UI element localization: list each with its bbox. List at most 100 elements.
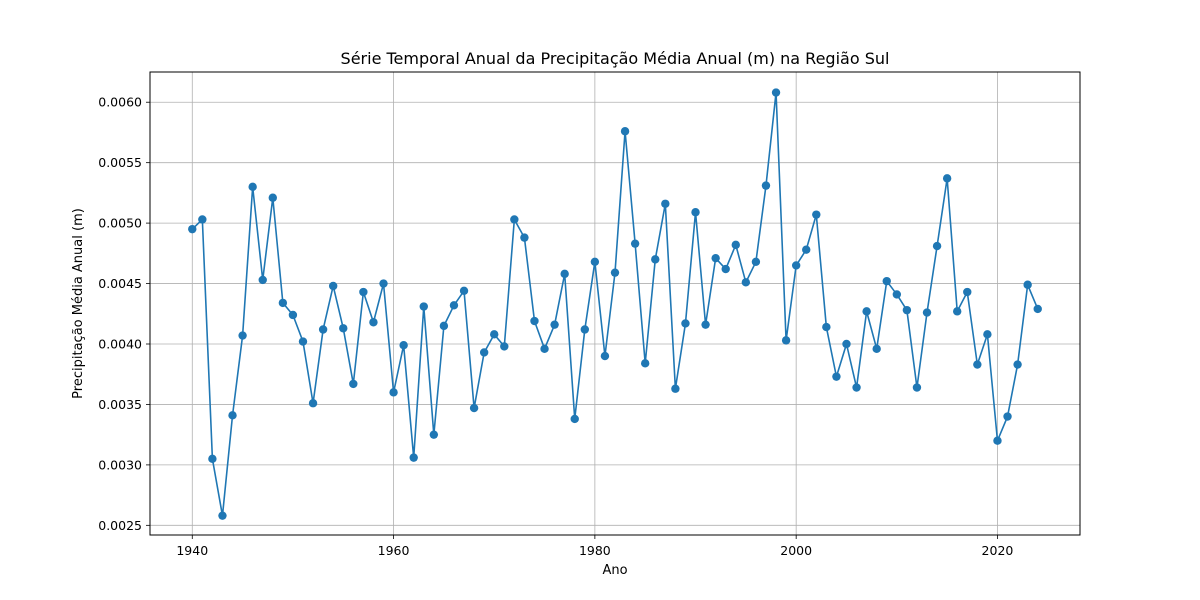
data-point [620, 127, 630, 136]
y-tick-label: 0.0055 [98, 155, 142, 170]
data-point [530, 316, 539, 326]
data-point [630, 239, 640, 248]
y-tick-label: 0.0030 [98, 457, 142, 472]
y-tick-label: 0.0060 [98, 95, 142, 110]
data-point [822, 322, 831, 332]
data-point [661, 199, 670, 208]
x-tick-label: 2020 [982, 543, 1014, 558]
data-point [1003, 412, 1012, 421]
data-point [339, 324, 348, 333]
data-point [228, 411, 237, 420]
data-point [459, 286, 469, 296]
data-point [359, 287, 368, 297]
y-tick-label: 0.0025 [98, 518, 142, 533]
data-point [349, 379, 358, 389]
data-point [590, 257, 600, 266]
data-point [570, 414, 579, 424]
plot-frame [149, 71, 1081, 536]
data-point [560, 269, 569, 279]
x-tick-label: 2000 [780, 543, 812, 558]
data-point [208, 454, 217, 464]
data-point [731, 240, 740, 250]
data-point [198, 215, 207, 224]
data-point [781, 336, 791, 345]
data-point [389, 388, 398, 397]
data-point [318, 325, 328, 334]
grid [150, 72, 1080, 535]
data-point [701, 320, 710, 329]
x-tick-label: 1960 [378, 543, 410, 558]
data-point [812, 210, 821, 219]
data-point [983, 330, 992, 339]
data-point [238, 331, 247, 340]
data-point [308, 399, 318, 408]
y-tick-label: 0.0050 [98, 216, 142, 231]
data-point [399, 341, 408, 350]
data-point [288, 310, 298, 320]
data-point [429, 430, 439, 439]
data-point [932, 241, 942, 251]
data-point [832, 372, 841, 381]
data-point [258, 275, 267, 285]
y-axis-title: Precipitação Média Anual (m) [71, 208, 86, 399]
data-point [580, 325, 590, 334]
data-point [681, 319, 690, 328]
data-point [942, 174, 952, 183]
data-point [721, 264, 730, 274]
data-point [761, 181, 771, 190]
data-point [691, 208, 700, 217]
data-point [500, 342, 509, 351]
data-point [268, 193, 277, 202]
data-point [1023, 280, 1032, 289]
data-point [1013, 360, 1022, 369]
data-point [711, 253, 720, 263]
y-tick-label: 0.0045 [98, 276, 142, 291]
data-point [892, 290, 902, 299]
data-point [651, 255, 660, 264]
y-tick-label: 0.0040 [98, 336, 142, 351]
data-point [328, 281, 338, 291]
data-point [469, 403, 479, 413]
x-axis-title: Ano [602, 563, 627, 578]
data-point [218, 511, 227, 520]
x-tick-label: 1940 [176, 543, 208, 558]
data-point [1033, 304, 1042, 314]
data-point [490, 330, 499, 339]
y-tick-label: 0.0035 [98, 397, 142, 412]
x-tick-label: 1980 [579, 543, 611, 558]
data-point [872, 344, 881, 354]
data-point [600, 351, 610, 361]
data-point [802, 245, 811, 254]
data-point [188, 224, 197, 234]
data-point [610, 268, 620, 277]
data-point [882, 276, 891, 286]
data-point [771, 88, 781, 97]
data-point [842, 339, 851, 349]
data-point [379, 279, 388, 288]
data-point [741, 278, 751, 287]
data-point [409, 453, 418, 462]
data-point [973, 360, 982, 369]
data-point [953, 307, 962, 316]
data-point [550, 320, 559, 329]
data-point [902, 305, 912, 315]
data-point [671, 384, 680, 393]
data-point [248, 182, 257, 192]
data-point [640, 359, 650, 368]
chart-title: Série Temporal Anual da Precipitação Méd… [341, 49, 890, 68]
data-point [922, 308, 932, 317]
data-point [862, 307, 871, 316]
data-point [369, 318, 378, 327]
data-point [520, 233, 529, 242]
data-point [852, 383, 861, 392]
data-point [791, 261, 801, 270]
data-point [751, 257, 761, 266]
data-point [540, 344, 549, 354]
data-point [449, 301, 459, 310]
data-point [439, 321, 449, 331]
data-point [912, 383, 922, 392]
data-point [963, 287, 972, 297]
